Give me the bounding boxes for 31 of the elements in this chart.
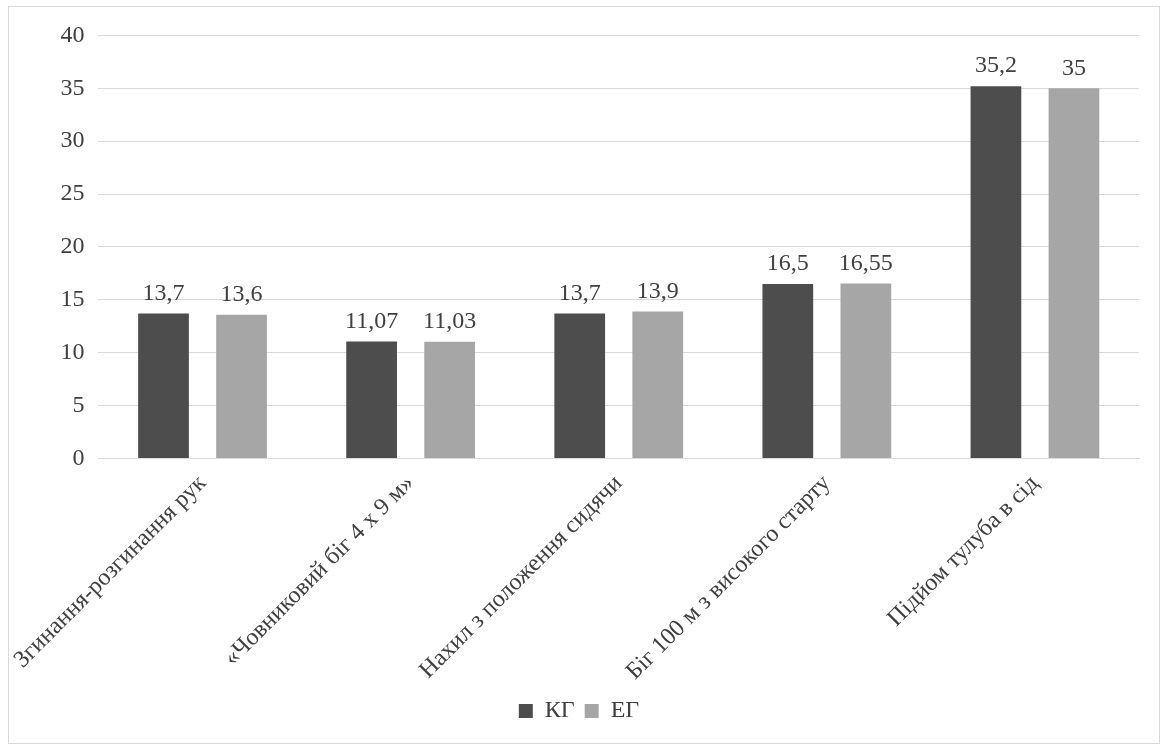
bar	[346, 341, 397, 458]
bar	[424, 341, 476, 458]
y-tick-label: 20	[60, 232, 85, 259]
legend-label: ЕГ	[610, 696, 640, 723]
data-label: 13,9	[636, 276, 679, 303]
y-tick-label: 15	[60, 285, 85, 312]
bar	[840, 283, 892, 458]
bar	[216, 314, 267, 458]
bar	[554, 313, 606, 458]
y-tick-label: 25	[60, 179, 85, 206]
y-tick-label: 40	[60, 20, 85, 47]
bar	[762, 283, 814, 458]
y-tick-label: 10	[60, 338, 85, 364]
bar	[1048, 88, 1100, 458]
data-label: 11,07	[345, 306, 399, 333]
data-label: 35,2	[974, 51, 1017, 78]
bar	[138, 313, 189, 458]
data-label: 35	[1061, 53, 1086, 80]
y-tick-label: 0	[72, 443, 85, 470]
data-label: 13,7	[558, 278, 601, 305]
data-label: 11,03	[423, 307, 477, 334]
y-tick-label: 35	[60, 73, 85, 100]
data-label: 13,6	[220, 279, 263, 306]
bar	[632, 311, 684, 458]
data-label: 13,7	[142, 278, 185, 305]
bar	[970, 86, 1022, 458]
y-tick-label: 30	[60, 126, 85, 153]
data-label: 16,5	[766, 249, 809, 276]
data-label: 16,55	[838, 248, 893, 275]
legend-label: КГ	[544, 696, 575, 723]
y-tick-label: 5	[72, 390, 85, 417]
